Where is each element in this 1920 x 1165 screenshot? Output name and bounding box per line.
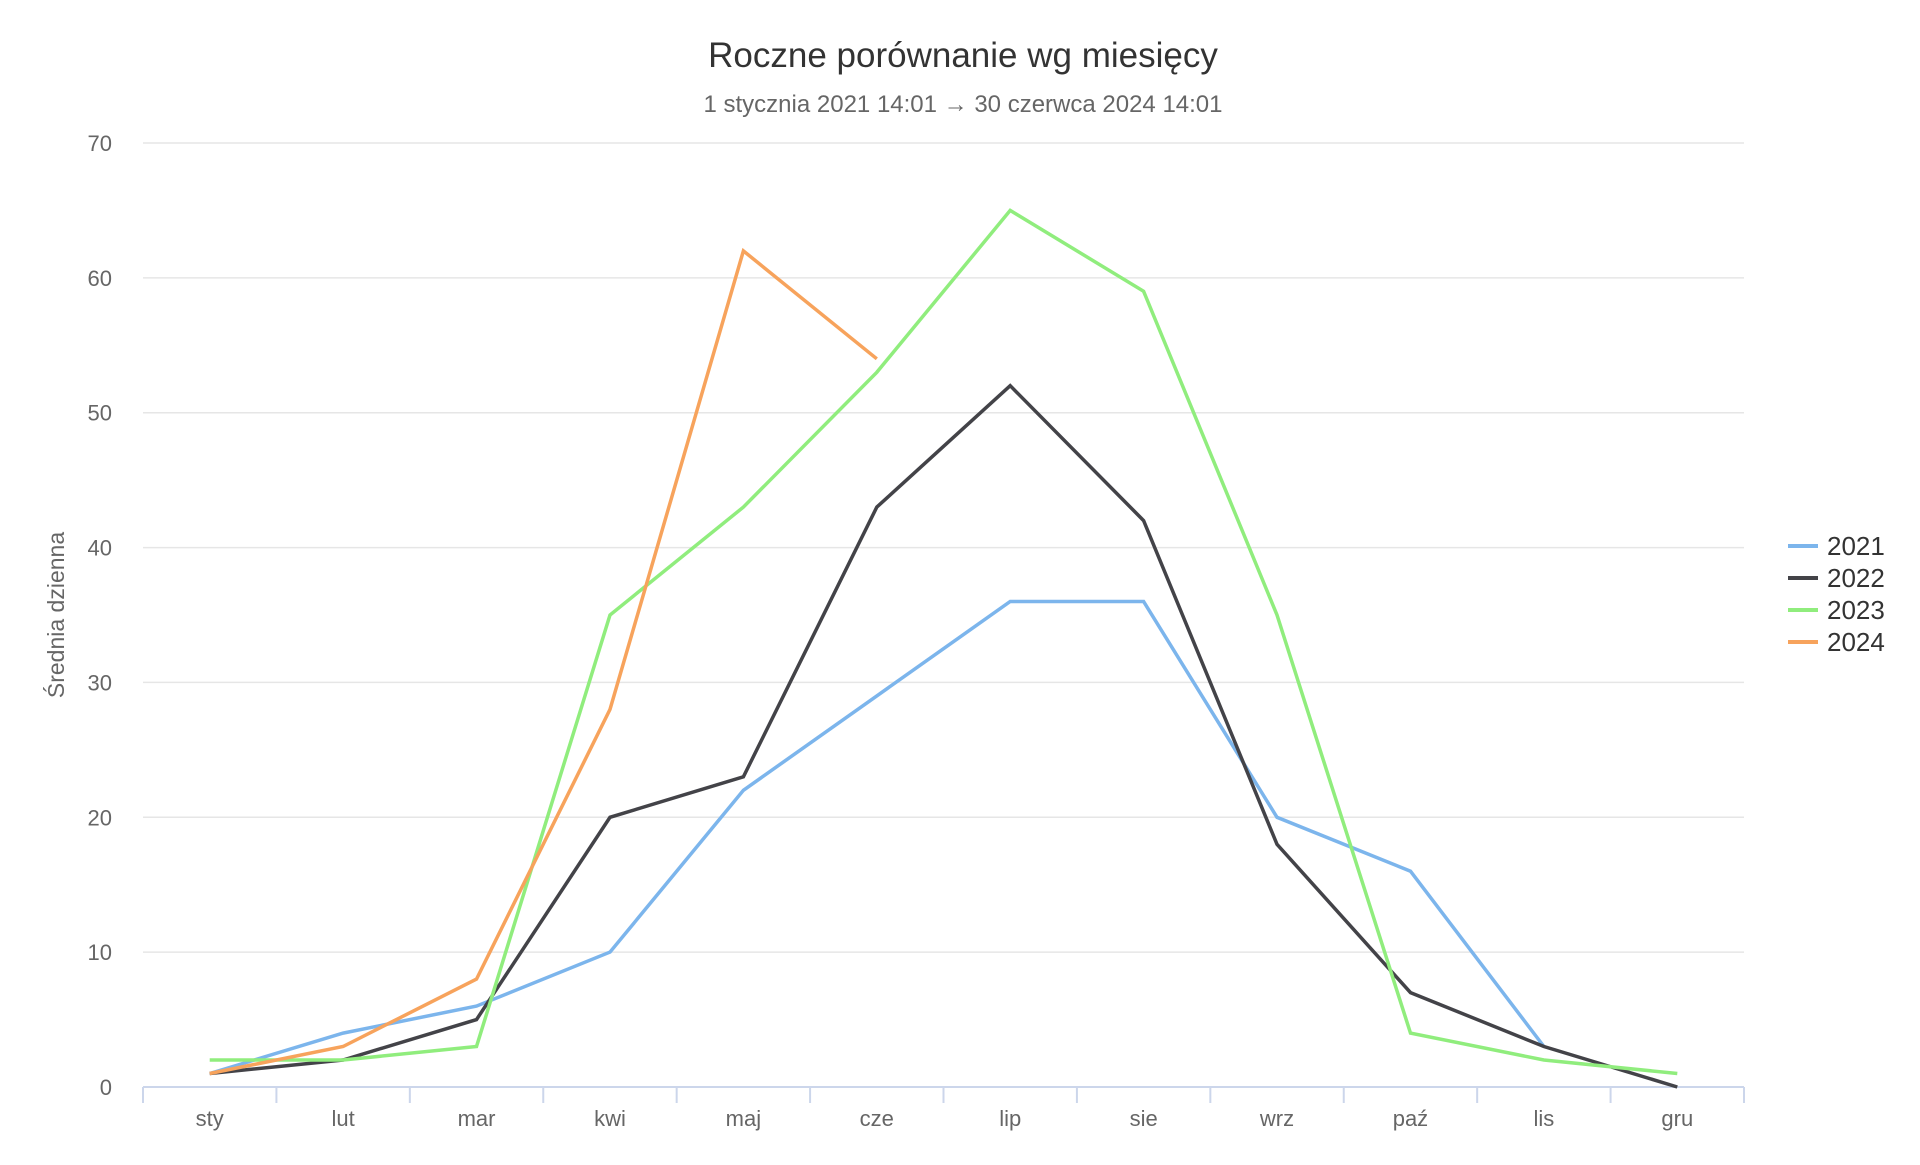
legend-label: 2021: [1827, 531, 1885, 561]
y-axis-title: Średnia dzienna: [42, 532, 69, 698]
grid-lines: [143, 142, 1744, 953]
y-tick-label: 70: [88, 131, 112, 156]
legend-item-2023[interactable]: 2023: [1788, 595, 1885, 625]
x-tick-label: maj: [726, 1106, 761, 1131]
series-line-2023[interactable]: [209, 208, 1678, 1076]
legend-label: 2023: [1827, 595, 1885, 625]
x-tick-label: gru: [1661, 1106, 1693, 1131]
x-tick-label: kwi: [594, 1106, 626, 1131]
legend-item-2022[interactable]: 2022: [1788, 563, 1885, 593]
legend-item-2024[interactable]: 2024: [1788, 627, 1885, 657]
y-tick-label: 0: [100, 1075, 112, 1100]
series-lines: [209, 208, 1678, 1089]
series-line-2021[interactable]: [209, 599, 1546, 1076]
x-tick-label: lip: [999, 1106, 1021, 1131]
x-tick-label: mar: [458, 1106, 496, 1131]
series-line-2022[interactable]: [209, 383, 1678, 1089]
y-tick-label: 60: [88, 266, 112, 291]
series-line-2024[interactable]: [209, 247, 878, 1076]
y-tick-label: 40: [88, 536, 112, 561]
y-axis-ticks: 0 10 20 30 40 50 60 70: [88, 131, 112, 1100]
y-tick-label: 30: [88, 670, 112, 695]
x-tick-label: paź: [1393, 1106, 1428, 1131]
legend-label: 2022: [1827, 563, 1885, 593]
y-tick-label: 50: [88, 401, 112, 426]
y-tick-label: 10: [88, 940, 112, 965]
x-tick-label: wrz: [1259, 1106, 1294, 1131]
chart-title: Roczne porównanie wg miesięcy: [708, 36, 1218, 75]
legend-label: 2024: [1827, 627, 1885, 657]
x-tick-label: sty: [196, 1106, 224, 1131]
x-tick-label: sie: [1130, 1106, 1158, 1131]
chart-subtitle: 1 stycznia 2021 14:01 → 30 czerwca 2024 …: [704, 91, 1223, 118]
x-tick-label: lis: [1533, 1106, 1554, 1131]
x-axis: sty lut mar kwi maj cze lip sie wrz paź lis gru: [142, 1086, 1745, 1131]
x-tick-label: cze: [860, 1106, 894, 1131]
y-tick-label: 20: [88, 805, 112, 830]
legend-item-2021[interactable]: 2021: [1788, 531, 1885, 561]
x-tick-label: lut: [332, 1106, 355, 1131]
